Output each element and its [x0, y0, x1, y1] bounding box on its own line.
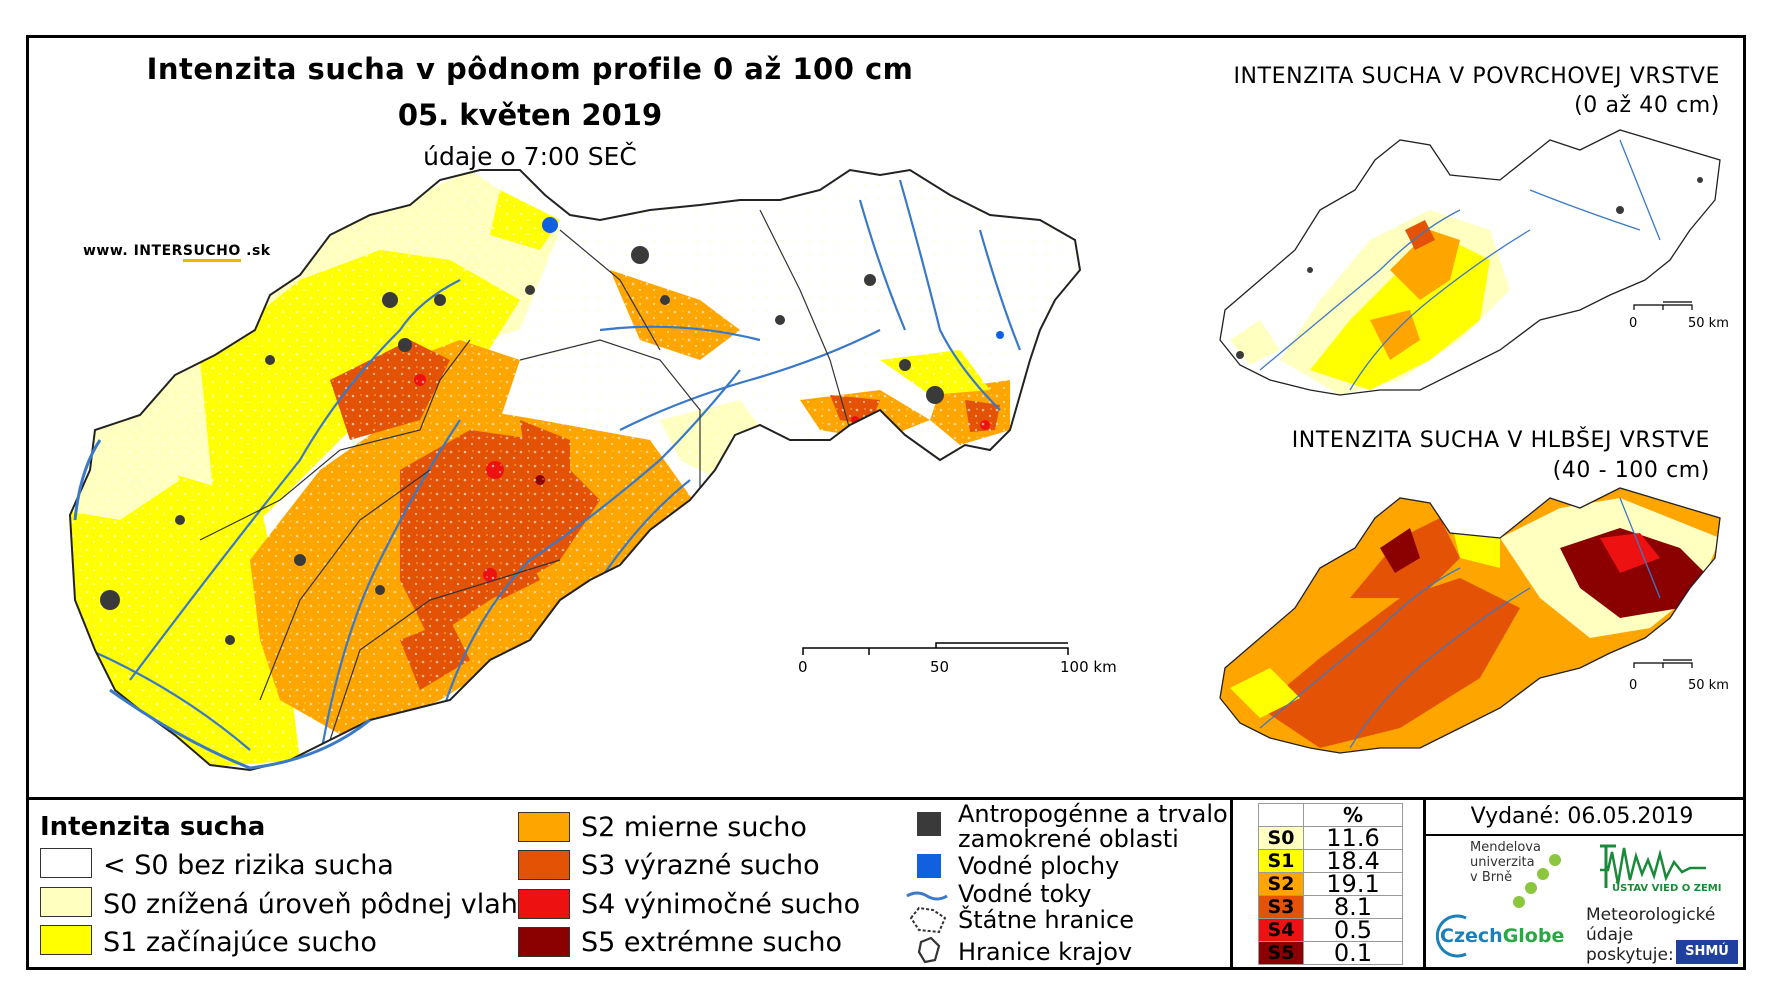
website-label: www. INTERSUCHO .sk	[83, 243, 271, 262]
symbol-icons	[906, 812, 948, 964]
inset-bottom-subtitle: (40 - 100 cm)	[1552, 458, 1710, 483]
swatch-s0	[40, 887, 92, 917]
pct-code-s5: S5	[1258, 941, 1304, 965]
legend-divider	[26, 797, 1746, 800]
pct-code-s1: S1	[1258, 849, 1304, 873]
czechglobe-logo-text: CzechGlobe	[1440, 925, 1565, 947]
ustav-logo	[1600, 844, 1706, 888]
legend-state-border: Štátne hranice	[958, 906, 1134, 934]
mendel-dots-logo	[1513, 854, 1561, 908]
inset-bottom-scale-0: 0	[1629, 678, 1638, 693]
scale-label-50: 50	[930, 658, 950, 676]
legend-anthropogenic-2: zamokrené oblasti	[958, 825, 1179, 853]
legend-s5: S5 extrémne sucho	[581, 927, 842, 958]
time-note: údaje o 7:00 SEČ	[423, 142, 637, 171]
inset-bottom-map	[1219, 487, 1721, 754]
legend-s4: S4 výnimočné sucho	[581, 889, 861, 920]
scale-label-100: 100 km	[1060, 658, 1117, 676]
pct-code-s4: S4	[1258, 918, 1304, 942]
mendel-logo-text: Mendelova univerzita v Brně	[1470, 840, 1541, 885]
issued-date: Vydané: 06.05.2019	[1470, 804, 1694, 829]
inset-top-scale-0: 0	[1629, 316, 1638, 331]
legend-region-border: Hranice krajov	[958, 938, 1133, 966]
scale-label-0: 0	[798, 658, 808, 676]
percentage-table: % S0 11.6 S1 18.4 S2 19.1 S3 8.1 S4 0.5 …	[1258, 803, 1403, 965]
main-scale-bar	[802, 642, 1069, 655]
inset-top-title: INTENZITA SUCHA V POVRCHOVEJ VRSTVE	[1233, 64, 1720, 89]
percentage-header: %	[1303, 803, 1403, 827]
inset-top-subtitle: (0 až 40 cm)	[1574, 93, 1720, 118]
swatch-below-s0	[40, 848, 92, 878]
swatch-s3	[518, 850, 570, 880]
water-body-icon	[917, 854, 941, 878]
swatch-s2	[518, 812, 570, 842]
state-border-icon	[909, 906, 947, 934]
legend-anthropogenic-1: Antropogénne a trvalo	[958, 800, 1228, 828]
legend-s1: S1 začínajúce sucho	[103, 927, 377, 958]
pct-code-s2: S2	[1258, 872, 1304, 896]
river-icon	[906, 891, 948, 901]
inset-top-scale-50: 50 km	[1688, 316, 1729, 331]
legend-water-bodies: Vodné plochy	[958, 852, 1120, 880]
issued-divider	[1426, 834, 1746, 836]
pct-code-s3: S3	[1258, 895, 1304, 919]
legend-separator-1	[1230, 797, 1233, 970]
legend-separator-2	[1423, 797, 1426, 970]
legend-below-s0: < S0 bez rizika sucha	[103, 850, 394, 881]
pct-value-s2: 19.1	[1303, 872, 1403, 896]
urban-area-icon	[917, 812, 941, 836]
swatch-s4	[518, 889, 570, 919]
pct-value-s5: 0.1	[1303, 941, 1403, 965]
inset-bottom-scale-50: 50 km	[1688, 678, 1729, 693]
legend-s2: S2 mierne sucho	[581, 812, 807, 843]
swatch-s1	[40, 925, 92, 955]
region-border-icon	[917, 936, 941, 964]
inset-top-map	[1219, 129, 1721, 396]
legend-s3: S3 výrazné sucho	[581, 850, 820, 881]
legend-rivers: Vodné toky	[958, 880, 1092, 908]
map-title: Intenzita sucha v pôdnom profile 0 až 10…	[146, 52, 914, 86]
legend-title: Intenzita sucha	[40, 812, 266, 842]
legend-s0: S0 znížená úroveň pôdnej vlahy	[103, 889, 534, 920]
ustav-logo-text: ÚSTAV VIED O ZEMI	[1612, 883, 1722, 894]
swatch-s5	[518, 927, 570, 957]
meteo-provider-text: Meteorologické údaje poskytuje:	[1586, 905, 1716, 965]
inset-bottom-title: INTENZITA SUCHA V HLBŠEJ VRSTVE	[1291, 428, 1710, 453]
pct-code-s0: S0	[1258, 826, 1304, 850]
map-date: 05. květen 2019	[397, 98, 663, 132]
shmu-logo: SHMÚ	[1676, 940, 1738, 964]
czechglobe-arc-logo	[1436, 914, 1467, 958]
